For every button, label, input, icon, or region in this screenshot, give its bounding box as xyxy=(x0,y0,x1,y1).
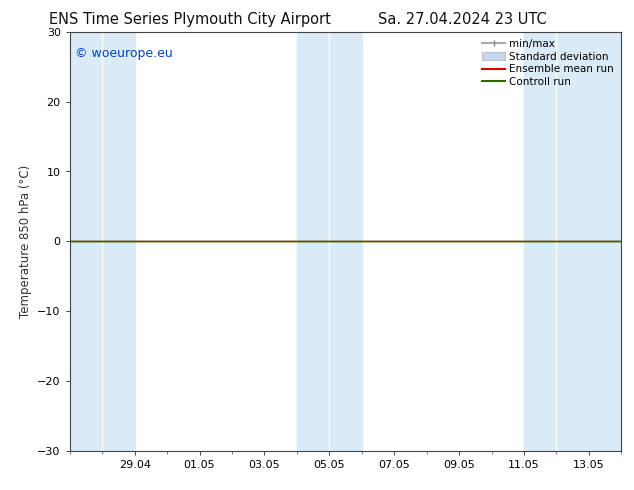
Text: Sa. 27.04.2024 23 UTC: Sa. 27.04.2024 23 UTC xyxy=(378,12,547,27)
Bar xyxy=(70,32,134,451)
Y-axis label: Temperature 850 hPa (°C): Temperature 850 hPa (°C) xyxy=(18,165,32,318)
Bar xyxy=(524,32,621,451)
Text: ENS Time Series Plymouth City Airport: ENS Time Series Plymouth City Airport xyxy=(49,12,331,27)
Legend: min/max, Standard deviation, Ensemble mean run, Controll run: min/max, Standard deviation, Ensemble me… xyxy=(480,37,616,89)
Text: © woeurope.eu: © woeurope.eu xyxy=(75,47,173,59)
Bar xyxy=(297,32,362,451)
